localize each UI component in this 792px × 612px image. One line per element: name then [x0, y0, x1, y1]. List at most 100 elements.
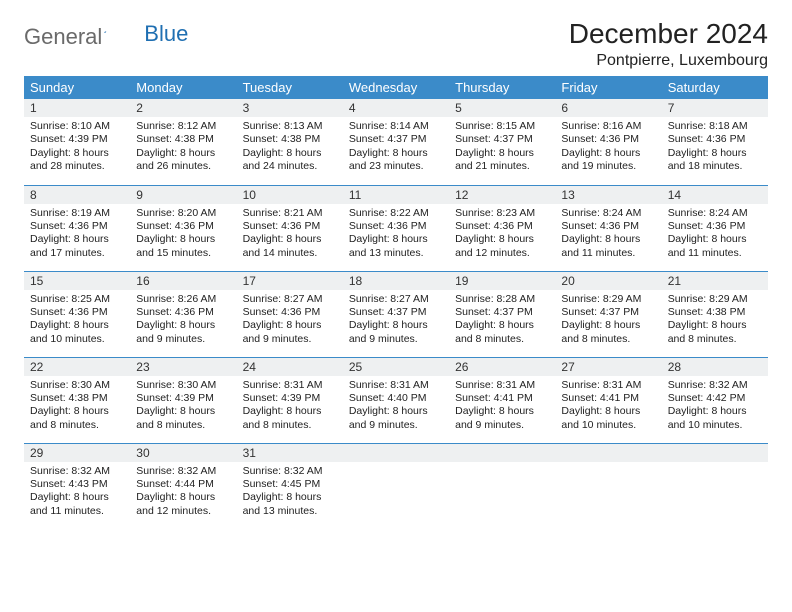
day-number: 26: [449, 358, 555, 376]
calendar-cell: 18Sunrise: 8:27 AMSunset: 4:37 PMDayligh…: [343, 271, 449, 357]
calendar-cell: 24Sunrise: 8:31 AMSunset: 4:39 PMDayligh…: [237, 357, 343, 443]
day-number: 23: [130, 358, 236, 376]
calendar-cell: 22Sunrise: 8:30 AMSunset: 4:38 PMDayligh…: [24, 357, 130, 443]
calendar-cell: 20Sunrise: 8:29 AMSunset: 4:37 PMDayligh…: [555, 271, 661, 357]
calendar-cell: 6Sunrise: 8:16 AMSunset: 4:36 PMDaylight…: [555, 99, 661, 185]
day-body: Sunrise: 8:19 AMSunset: 4:36 PMDaylight:…: [24, 204, 130, 265]
day-body: Sunrise: 8:27 AMSunset: 4:36 PMDaylight:…: [237, 290, 343, 351]
day-number: 2: [130, 99, 236, 117]
day-body: Sunrise: 8:24 AMSunset: 4:36 PMDaylight:…: [555, 204, 661, 265]
weekday-header: Sunday: [24, 76, 130, 99]
calendar-cell: 19Sunrise: 8:28 AMSunset: 4:37 PMDayligh…: [449, 271, 555, 357]
day-number: 28: [662, 358, 768, 376]
day-number: 12: [449, 186, 555, 204]
calendar-cell: 13Sunrise: 8:24 AMSunset: 4:36 PMDayligh…: [555, 185, 661, 271]
brand-sail-icon: [104, 21, 107, 43]
calendar-cell: [662, 443, 768, 529]
day-body: Sunrise: 8:29 AMSunset: 4:37 PMDaylight:…: [555, 290, 661, 351]
day-body: Sunrise: 8:14 AMSunset: 4:37 PMDaylight:…: [343, 117, 449, 178]
calendar-week-row: 1Sunrise: 8:10 AMSunset: 4:39 PMDaylight…: [24, 99, 768, 185]
day-number: 18: [343, 272, 449, 290]
weekday-header: Wednesday: [343, 76, 449, 99]
day-body: Sunrise: 8:30 AMSunset: 4:38 PMDaylight:…: [24, 376, 130, 437]
brand-part2: Blue: [144, 21, 188, 47]
calendar-cell: 31Sunrise: 8:32 AMSunset: 4:45 PMDayligh…: [237, 443, 343, 529]
calendar-cell: 3Sunrise: 8:13 AMSunset: 4:38 PMDaylight…: [237, 99, 343, 185]
day-number: 9: [130, 186, 236, 204]
calendar-cell: 1Sunrise: 8:10 AMSunset: 4:39 PMDaylight…: [24, 99, 130, 185]
day-number: 19: [449, 272, 555, 290]
day-body: Sunrise: 8:21 AMSunset: 4:36 PMDaylight:…: [237, 204, 343, 265]
day-body: Sunrise: 8:24 AMSunset: 4:36 PMDaylight:…: [662, 204, 768, 265]
calendar-cell: 2Sunrise: 8:12 AMSunset: 4:38 PMDaylight…: [130, 99, 236, 185]
day-body: Sunrise: 8:22 AMSunset: 4:36 PMDaylight:…: [343, 204, 449, 265]
day-number-empty: [555, 444, 661, 462]
day-number: 30: [130, 444, 236, 462]
day-number-empty: [449, 444, 555, 462]
calendar-cell: [343, 443, 449, 529]
calendar-cell: 25Sunrise: 8:31 AMSunset: 4:40 PMDayligh…: [343, 357, 449, 443]
calendar-cell: 21Sunrise: 8:29 AMSunset: 4:38 PMDayligh…: [662, 271, 768, 357]
day-body: Sunrise: 8:31 AMSunset: 4:41 PMDaylight:…: [449, 376, 555, 437]
weekday-header: Friday: [555, 76, 661, 99]
day-body: Sunrise: 8:15 AMSunset: 4:37 PMDaylight:…: [449, 117, 555, 178]
weekday-header: Saturday: [662, 76, 768, 99]
calendar-cell: 26Sunrise: 8:31 AMSunset: 4:41 PMDayligh…: [449, 357, 555, 443]
day-body: Sunrise: 8:31 AMSunset: 4:39 PMDaylight:…: [237, 376, 343, 437]
day-number: 4: [343, 99, 449, 117]
calendar-table: Sunday Monday Tuesday Wednesday Thursday…: [24, 76, 768, 529]
day-number: 10: [237, 186, 343, 204]
calendar-cell: 5Sunrise: 8:15 AMSunset: 4:37 PMDaylight…: [449, 99, 555, 185]
day-number-empty: [343, 444, 449, 462]
calendar-week-row: 8Sunrise: 8:19 AMSunset: 4:36 PMDaylight…: [24, 185, 768, 271]
weekday-header: Tuesday: [237, 76, 343, 99]
calendar-cell: 8Sunrise: 8:19 AMSunset: 4:36 PMDaylight…: [24, 185, 130, 271]
day-body: Sunrise: 8:32 AMSunset: 4:43 PMDaylight:…: [24, 462, 130, 523]
day-body: Sunrise: 8:31 AMSunset: 4:40 PMDaylight:…: [343, 376, 449, 437]
calendar-cell: 15Sunrise: 8:25 AMSunset: 4:36 PMDayligh…: [24, 271, 130, 357]
day-number: 1: [24, 99, 130, 117]
day-body: Sunrise: 8:29 AMSunset: 4:38 PMDaylight:…: [662, 290, 768, 351]
calendar-cell: 28Sunrise: 8:32 AMSunset: 4:42 PMDayligh…: [662, 357, 768, 443]
day-number: 17: [237, 272, 343, 290]
weekday-header: Thursday: [449, 76, 555, 99]
day-number: 24: [237, 358, 343, 376]
calendar-week-row: 22Sunrise: 8:30 AMSunset: 4:38 PMDayligh…: [24, 357, 768, 443]
calendar-cell: 23Sunrise: 8:30 AMSunset: 4:39 PMDayligh…: [130, 357, 236, 443]
day-body: Sunrise: 8:32 AMSunset: 4:42 PMDaylight:…: [662, 376, 768, 437]
calendar-cell: 17Sunrise: 8:27 AMSunset: 4:36 PMDayligh…: [237, 271, 343, 357]
calendar-cell: [555, 443, 661, 529]
day-number: 16: [130, 272, 236, 290]
day-number: 5: [449, 99, 555, 117]
day-number: 27: [555, 358, 661, 376]
day-number: 31: [237, 444, 343, 462]
day-number: 15: [24, 272, 130, 290]
day-body: Sunrise: 8:18 AMSunset: 4:36 PMDaylight:…: [662, 117, 768, 178]
calendar-cell: 12Sunrise: 8:23 AMSunset: 4:36 PMDayligh…: [449, 185, 555, 271]
calendar-cell: 14Sunrise: 8:24 AMSunset: 4:36 PMDayligh…: [662, 185, 768, 271]
day-number: 29: [24, 444, 130, 462]
day-body: Sunrise: 8:25 AMSunset: 4:36 PMDaylight:…: [24, 290, 130, 351]
day-body: Sunrise: 8:31 AMSunset: 4:41 PMDaylight:…: [555, 376, 661, 437]
calendar-cell: 9Sunrise: 8:20 AMSunset: 4:36 PMDaylight…: [130, 185, 236, 271]
calendar-cell: 27Sunrise: 8:31 AMSunset: 4:41 PMDayligh…: [555, 357, 661, 443]
calendar-cell: 10Sunrise: 8:21 AMSunset: 4:36 PMDayligh…: [237, 185, 343, 271]
calendar-cell: 29Sunrise: 8:32 AMSunset: 4:43 PMDayligh…: [24, 443, 130, 529]
day-number: 7: [662, 99, 768, 117]
day-number-empty: [662, 444, 768, 462]
day-body: Sunrise: 8:32 AMSunset: 4:44 PMDaylight:…: [130, 462, 236, 523]
day-number: 13: [555, 186, 661, 204]
calendar-cell: 11Sunrise: 8:22 AMSunset: 4:36 PMDayligh…: [343, 185, 449, 271]
day-number: 21: [662, 272, 768, 290]
day-body: Sunrise: 8:12 AMSunset: 4:38 PMDaylight:…: [130, 117, 236, 178]
calendar-cell: 16Sunrise: 8:26 AMSunset: 4:36 PMDayligh…: [130, 271, 236, 357]
day-body: Sunrise: 8:32 AMSunset: 4:45 PMDaylight:…: [237, 462, 343, 523]
brand-logo: General Blue: [24, 24, 188, 50]
day-body: Sunrise: 8:26 AMSunset: 4:36 PMDaylight:…: [130, 290, 236, 351]
day-number: 11: [343, 186, 449, 204]
calendar-cell: 7Sunrise: 8:18 AMSunset: 4:36 PMDaylight…: [662, 99, 768, 185]
weekday-header: Monday: [130, 76, 236, 99]
brand-part1: General: [24, 24, 102, 50]
day-number: 6: [555, 99, 661, 117]
month-title: December 2024: [569, 18, 768, 50]
